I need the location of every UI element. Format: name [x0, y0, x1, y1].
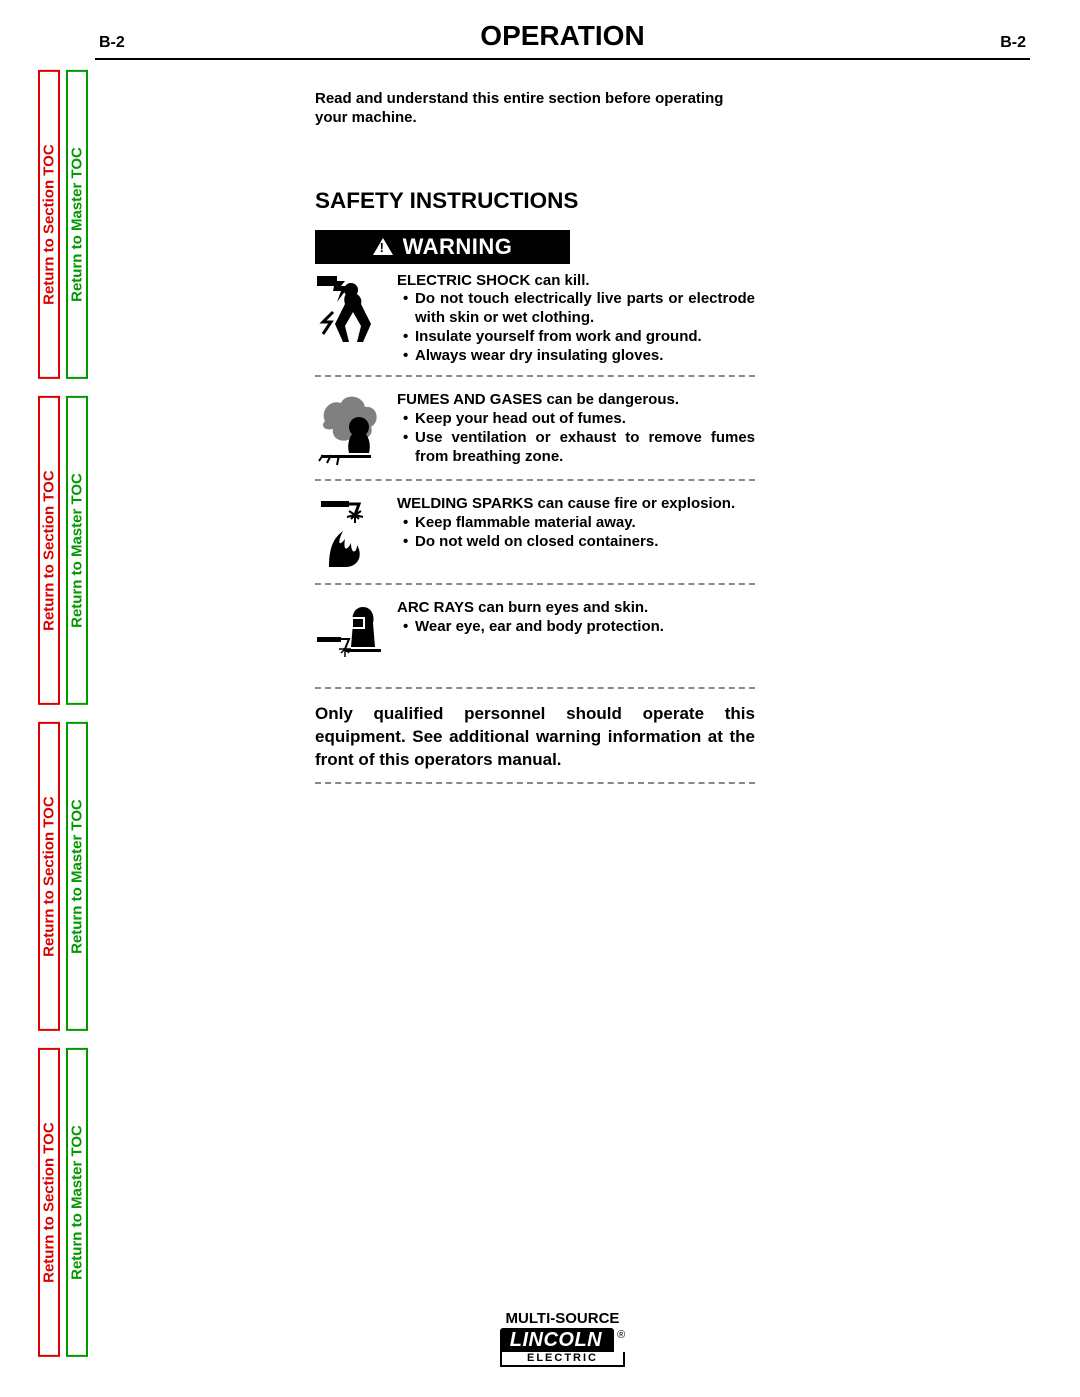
content-column: Read and understand this entire section … [315, 90, 755, 784]
page-footer: MULTI-SOURCE LINCOLN® ELECTRIC [95, 1310, 1030, 1367]
tab-group: Return to Section TOC Return to Master T… [38, 722, 62, 1031]
hazard-electric-shock: ELECTRIC SHOCK can kill. Do not touch el… [315, 272, 755, 366]
electric-shock-icon [315, 272, 387, 350]
hazard-lead: ARC RAYS can burn eyes and skin. [397, 599, 755, 618]
hazard-arc-rays: ARC RAYS can burn eyes and skin. Wear ey… [315, 599, 755, 677]
divider [315, 583, 755, 585]
hazard-item: Do not weld on closed containers. [403, 533, 755, 552]
return-master-toc-link[interactable]: Return to Master TOC [66, 722, 88, 1031]
warning-banner: WARNING [315, 230, 570, 264]
divider [315, 479, 755, 481]
return-master-toc-link[interactable]: Return to Master TOC [66, 396, 88, 705]
hazard-text: ARC RAYS can burn eyes and skin. Wear ey… [397, 599, 755, 637]
brand-sub: ELECTRIC [500, 1352, 626, 1367]
warning-triangle-icon [373, 238, 393, 255]
divider [315, 375, 755, 377]
arc-rays-icon [315, 599, 387, 677]
hazard-text: FUMES AND GASES can be dangerous. Keep y… [397, 391, 755, 466]
tab-group: Return to Section TOC Return to Master T… [38, 70, 62, 379]
fumes-icon [315, 391, 387, 469]
registered-mark: ® [617, 1329, 625, 1341]
return-section-toc-link[interactable]: Return to Section TOC [38, 70, 60, 379]
return-master-toc-link[interactable]: Return to Master TOC [66, 1048, 88, 1357]
safety-heading: SAFETY INSTRUCTIONS [315, 188, 755, 214]
intro-text: Read and understand this entire section … [315, 90, 755, 128]
warning-label: WARNING [403, 234, 513, 260]
header-rule [95, 58, 1030, 60]
page-body: B-2 OPERATION B-2 Read and understand th… [95, 20, 1030, 1367]
hazard-lead: WELDING SPARKS can cause fire or explosi… [397, 495, 755, 514]
brand-logo: LINCOLN® ELECTRIC [500, 1329, 626, 1367]
hazard-sparks: WELDING SPARKS can cause fire or explosi… [315, 495, 755, 573]
hazard-fumes: FUMES AND GASES can be dangerous. Keep y… [315, 391, 755, 469]
return-section-toc-link[interactable]: Return to Section TOC [38, 396, 60, 705]
page-header: B-2 OPERATION B-2 [95, 20, 1030, 54]
divider [315, 687, 755, 689]
hazard-item: Always wear dry insulating gloves. [403, 347, 755, 366]
return-section-toc-link[interactable]: Return to Section TOC [38, 1048, 60, 1357]
hazard-item: Insulate yourself from work and ground. [403, 328, 755, 347]
page-title: OPERATION [125, 20, 1000, 52]
hazard-item: Wear eye, ear and body protection. [403, 618, 755, 637]
page-number-right: B-2 [1000, 34, 1026, 52]
hazard-item: Keep your head out of fumes. [403, 410, 755, 429]
side-tab-container: Return to Section TOC Return to Master T… [38, 70, 62, 1357]
hazard-text: ELECTRIC SHOCK can kill. Do not touch el… [397, 272, 755, 366]
hazard-item: Keep flammable material away. [403, 514, 755, 533]
hazard-item: Do not touch electrically live parts or … [403, 290, 755, 328]
footer-model: MULTI-SOURCE [95, 1310, 1030, 1327]
tab-group: Return to Section TOC Return to Master T… [38, 1048, 62, 1357]
hazard-lead: ELECTRIC SHOCK can kill. [397, 272, 755, 291]
tab-group: Return to Section TOC Return to Master T… [38, 396, 62, 705]
return-section-toc-link[interactable]: Return to Section TOC [38, 722, 60, 1031]
qualified-note: Only qualified personnel should operate … [315, 703, 755, 772]
tab-column: Return to Section TOC Return to Master T… [38, 70, 62, 1357]
return-master-toc-link[interactable]: Return to Master TOC [66, 70, 88, 379]
hazard-lead: FUMES AND GASES can be dangerous. [397, 391, 755, 410]
brand-name: LINCOLN [500, 1328, 614, 1352]
hazard-item: Use ventilation or exhaust to remove fum… [403, 429, 755, 467]
divider [315, 782, 755, 784]
sparks-icon [315, 495, 387, 573]
page-number-left: B-2 [99, 34, 125, 52]
hazard-text: WELDING SPARKS can cause fire or explosi… [397, 495, 755, 551]
